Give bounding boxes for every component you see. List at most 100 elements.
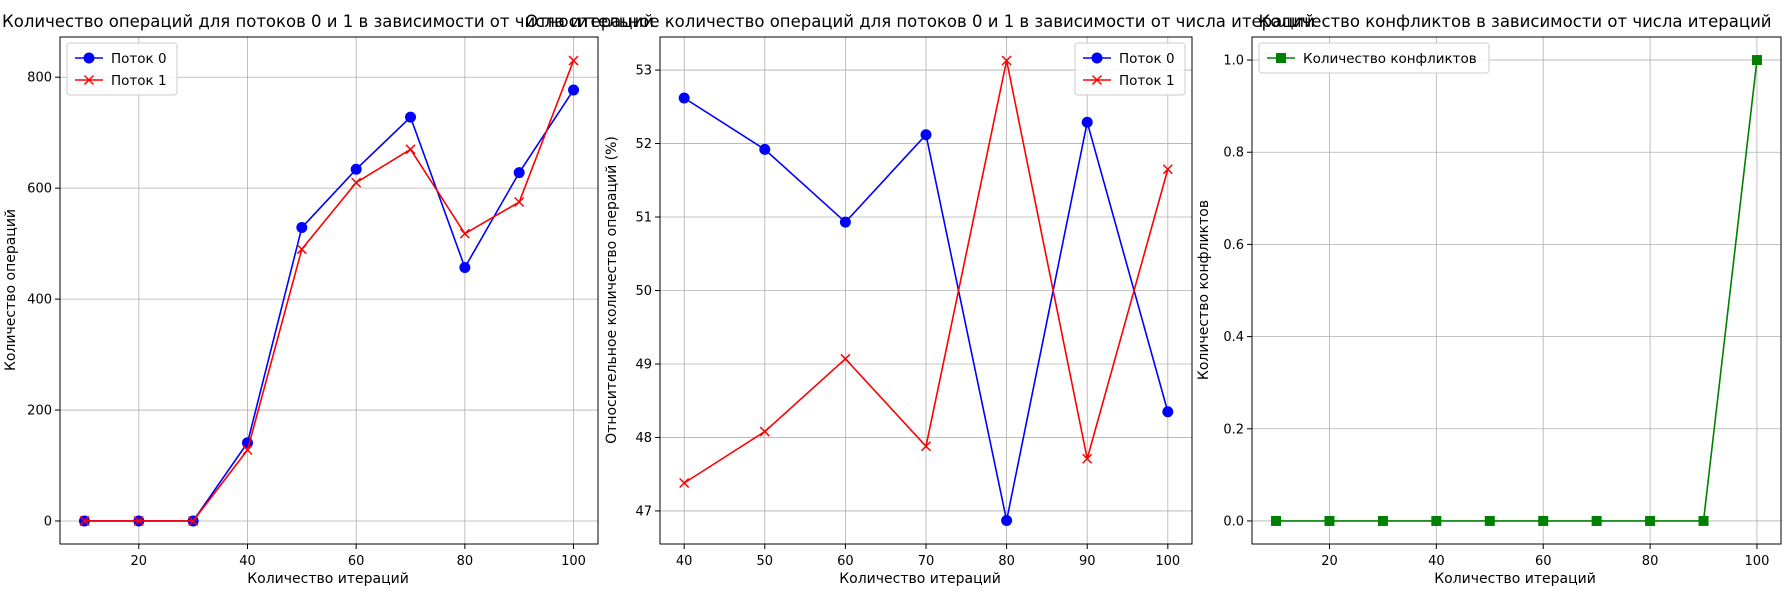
ticks: 20 40 60 80 100 0 200 400 600 800 (27, 71, 586, 569)
x-tick-label: 100 (561, 554, 586, 569)
data-point (1324, 515, 1335, 526)
legend-marker (1091, 74, 1103, 86)
data-point (920, 441, 932, 452)
legend-entry: Поток 0 (1119, 51, 1175, 67)
x-tick-label: 60 (837, 554, 854, 569)
data-point (1645, 515, 1656, 526)
x-axis-label: Количество итераций (247, 571, 409, 587)
x-tick-label: 20 (131, 554, 148, 569)
chart-operations: Количество операций для потоков 0 и 1 в … (2, 12, 654, 587)
data-point (920, 129, 932, 141)
data-point (679, 477, 690, 489)
y-tick-label: 0.0 (1223, 514, 1244, 529)
legend-box (66, 42, 178, 96)
x-tick-label: 80 (998, 554, 1015, 569)
chart-title: Относительное количество операций для по… (525, 12, 1315, 31)
x-tick-label: 90 (1079, 554, 1096, 569)
x-tick-label: 20 (1321, 554, 1338, 569)
data-point (296, 244, 307, 255)
x-axis-label: Количество итераций (839, 571, 1001, 587)
data-point (1081, 116, 1093, 128)
y-tick-label: 200 (27, 404, 52, 419)
plot-frame (659, 36, 1193, 545)
data-point (759, 143, 771, 155)
y-axis-label: Относительное количество операций (%) (604, 136, 620, 444)
legend-marker (83, 52, 95, 64)
data-point (1001, 514, 1013, 526)
y-tick-label: 0 (44, 514, 52, 529)
y-tick-label: 48 (635, 431, 652, 446)
series-line (84, 60, 575, 522)
data-point (1001, 55, 1012, 66)
data-point (513, 167, 525, 179)
series (1271, 55, 1762, 526)
x-tick-label: 70 (918, 554, 935, 569)
data-point (840, 353, 851, 364)
data-point (1538, 515, 1549, 526)
chart-conflicts: Количество конфликтов в зависимости от ч… (1196, 12, 1782, 587)
data-point (1377, 515, 1388, 526)
data-point (350, 163, 362, 175)
y-tick-label: 600 (27, 182, 52, 197)
legend-entry: Поток 1 (1119, 73, 1175, 89)
legend-entry: Поток 0 (111, 51, 167, 67)
data-point (459, 228, 470, 239)
data-point (1591, 515, 1602, 526)
x-tick-label: 40 (239, 554, 256, 569)
y-tick-label: 0.6 (1223, 238, 1244, 253)
x-tick-label: 40 (676, 554, 693, 569)
x-tick-label: 60 (348, 554, 365, 569)
legend-entry: Количество конфликтов (1303, 51, 1477, 67)
legend-marker (1276, 53, 1286, 63)
data-point (1162, 406, 1174, 418)
x-tick-label: 40 (1428, 554, 1445, 569)
data-point (568, 84, 580, 96)
data-point (188, 515, 199, 527)
y-tick-label: 53 (635, 64, 652, 79)
series-line (1276, 59, 1758, 522)
data-point (1082, 453, 1093, 464)
x-tick-label: 80 (457, 554, 474, 569)
x-axis-label: Количество итераций (1434, 571, 1596, 587)
data-point (1162, 164, 1173, 175)
x-tick-label: 80 (1642, 554, 1659, 569)
data-point (678, 92, 690, 104)
data-point (296, 222, 308, 234)
legend-entry: Поток 1 (111, 73, 167, 89)
data-point (514, 196, 525, 208)
series (679, 55, 1173, 489)
y-tick-label: 800 (27, 71, 52, 86)
ticks: 20 40 60 80 100 0.0 0.2 0.4 0.6 0.8 1.0 (1223, 54, 1769, 569)
chart-relative-operations: Относительное количество операций для по… (525, 12, 1315, 587)
data-point (242, 444, 253, 456)
data-point (1431, 515, 1442, 526)
y-tick-label: 0.2 (1223, 422, 1244, 437)
legend: Поток 0 Поток 1 (1074, 42, 1186, 96)
y-axis-label: Количество конфликтов (1196, 200, 1212, 380)
chart-title: Количество операций для потоков 0 и 1 в … (2, 12, 654, 31)
data-point (1751, 55, 1762, 66)
plot-frame (1251, 36, 1782, 545)
chart-title: Количество конфликтов в зависимости от ч… (1258, 12, 1771, 31)
y-tick-label: 0.8 (1223, 146, 1244, 161)
data-point (133, 515, 144, 527)
x-tick-label: 100 (1155, 554, 1180, 569)
data-point (759, 426, 770, 437)
data-point (568, 55, 579, 66)
data-point (1698, 515, 1709, 526)
y-axis-label: Количество операций (3, 209, 19, 371)
y-tick-label: 50 (635, 284, 652, 299)
y-tick-label: 51 (635, 211, 652, 226)
data-point (405, 144, 416, 155)
legend-marker (83, 74, 95, 86)
data-point (459, 261, 471, 273)
x-tick-label: 60 (1535, 554, 1552, 569)
x-tick-label: 100 (1745, 554, 1770, 569)
y-tick-label: 49 (635, 357, 652, 372)
y-tick-label: 47 (635, 504, 652, 519)
y-tick-label: 400 (27, 293, 52, 308)
legend-marker (1091, 52, 1103, 64)
y-tick-label: 52 (635, 137, 652, 152)
data-point (1484, 515, 1495, 526)
